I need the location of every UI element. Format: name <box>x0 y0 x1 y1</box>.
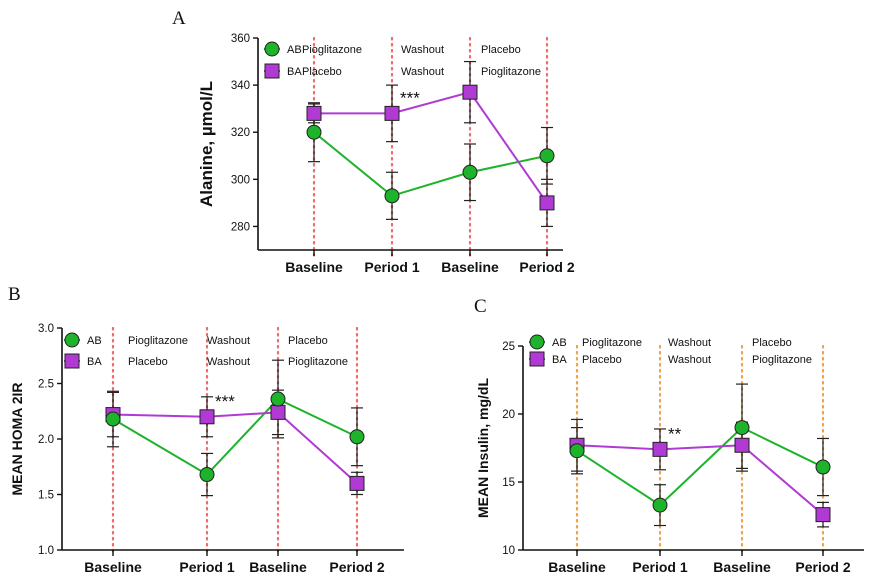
y-tick-label: 360 <box>231 33 250 45</box>
y-tick-label: 2.0 <box>38 434 54 446</box>
legend-marker-ba <box>64 353 80 369</box>
data-point-ab <box>105 411 121 427</box>
legend-phase-label: Placebo <box>128 356 168 368</box>
legend-phase-label: Pioglitazone <box>752 354 812 366</box>
data-point-ba <box>652 441 668 457</box>
x-category-label: Baseline <box>285 259 343 275</box>
data-point-ab <box>815 459 831 475</box>
panel-letter: A <box>172 8 186 29</box>
series-line-ba <box>112 411 358 485</box>
data-point-ab <box>734 420 750 436</box>
data-point-ba <box>199 409 215 425</box>
legend-phase-label: Pioglitazone <box>302 44 362 56</box>
legend-phase-label: Pioglitazone <box>582 337 642 349</box>
legend-marker-ab <box>529 334 545 350</box>
x-category-label: Baseline <box>84 559 142 575</box>
chart-panel-a: A 280 300 320 340 360 Baseline Period 1 Baseline… <box>172 8 575 275</box>
legend-phase-label: Placebo <box>288 335 328 347</box>
y-tick-label: 2.5 <box>38 379 54 391</box>
legend-label-ba: BA <box>552 354 567 366</box>
legend-label-ab: AB <box>552 337 567 349</box>
data-point-ba <box>306 105 322 121</box>
legend-phase-label: Pioglitazone <box>288 356 348 368</box>
legend-phase-label: Pioglitazone <box>481 66 541 78</box>
x-category-label: Period 1 <box>179 559 234 575</box>
legend-label-ba: BA <box>287 66 302 78</box>
significance-marker: *** <box>400 88 420 107</box>
legend-phase-label: Washout <box>668 337 711 349</box>
legend-phase-label: Pioglitazone <box>128 335 188 347</box>
x-category-label: Baseline <box>441 259 499 275</box>
legend-label-ba: BA <box>87 356 102 368</box>
data-point-ab <box>652 497 668 513</box>
legend-phase-label: Washout <box>207 335 250 347</box>
y-tick-label: 3.0 <box>38 323 54 335</box>
legend-phase-label: Placebo <box>302 66 342 78</box>
x-category-label: Baseline <box>713 559 771 575</box>
series-line-ab <box>112 397 358 476</box>
x-category-label: Period 1 <box>364 259 419 275</box>
significance-marker: ** <box>668 424 682 443</box>
y-axis-label: Alanine, µmol/L <box>197 81 216 207</box>
legend-phase-label: Washout <box>668 354 711 366</box>
data-point-ba <box>462 84 478 100</box>
data-point-ab <box>384 188 400 204</box>
y-tick-label: 15 <box>502 477 515 489</box>
y-tick-label: 10 <box>502 545 515 557</box>
y-tick-label: 340 <box>231 80 250 92</box>
data-point-ab <box>569 443 585 459</box>
series-line-ab <box>313 131 548 197</box>
y-tick-label: 1.0 <box>38 545 54 557</box>
y-tick-label: 320 <box>231 127 250 139</box>
panel-letter: B <box>8 284 21 305</box>
legend-marker-ba <box>529 351 545 367</box>
data-point-ab <box>270 391 286 407</box>
legend-phase-label: Placebo <box>481 44 521 56</box>
data-point-ba <box>270 404 286 420</box>
x-category-label: Period 2 <box>519 259 574 275</box>
legend-marker-ab <box>64 332 80 348</box>
data-point-ab <box>199 467 215 483</box>
legend-phase-label: Washout <box>401 44 444 56</box>
chart-panel-b: B 1.0 1.5 2.0 2.5 3.0 Baseline Period 1 Baseline… <box>8 284 404 575</box>
y-axis-label: MEAN HOMA 2IR <box>9 382 25 495</box>
x-category-label: Period 2 <box>795 559 850 575</box>
data-point-ba <box>349 475 365 491</box>
significance-marker: *** <box>215 392 235 411</box>
data-point-ab <box>306 124 322 140</box>
series-line-ba <box>314 91 548 204</box>
data-point-ba <box>734 437 750 453</box>
x-category-label: Period 2 <box>329 559 384 575</box>
legend-label-ab: AB <box>87 335 102 347</box>
legend-label-ab: AB <box>287 44 302 56</box>
data-point-ab <box>349 429 365 445</box>
data-point-ab <box>462 164 478 180</box>
x-category-label: Period 1 <box>632 559 687 575</box>
series-line-ab <box>576 426 824 507</box>
chart-panel-c: C 10 15 20 25 Baseline Period 1 Baseline Period … <box>474 296 864 575</box>
data-point-ba <box>815 507 831 523</box>
y-tick-label: 1.5 <box>38 490 54 502</box>
y-tick-label: 20 <box>502 409 515 421</box>
legend-phase-label: Washout <box>401 66 444 78</box>
legend-phase-label: Placebo <box>752 337 792 349</box>
y-tick-label: 25 <box>502 341 515 353</box>
legend-phase-label: Placebo <box>582 354 622 366</box>
y-axis-label: MEAN Insulin, mg/dL <box>475 378 491 518</box>
legend-marker-ab <box>264 41 280 57</box>
legend-phase-label: Washout <box>207 356 250 368</box>
data-point-ab <box>539 148 555 164</box>
legend-marker-ba <box>264 63 280 79</box>
series-line-ba <box>576 444 824 516</box>
data-point-ba <box>539 195 555 211</box>
data-point-ba <box>384 105 400 121</box>
y-tick-label: 280 <box>231 221 250 233</box>
panel-letter: C <box>474 296 487 317</box>
y-tick-label: 300 <box>231 174 250 186</box>
x-category-label: Baseline <box>249 559 307 575</box>
x-category-label: Baseline <box>548 559 606 575</box>
